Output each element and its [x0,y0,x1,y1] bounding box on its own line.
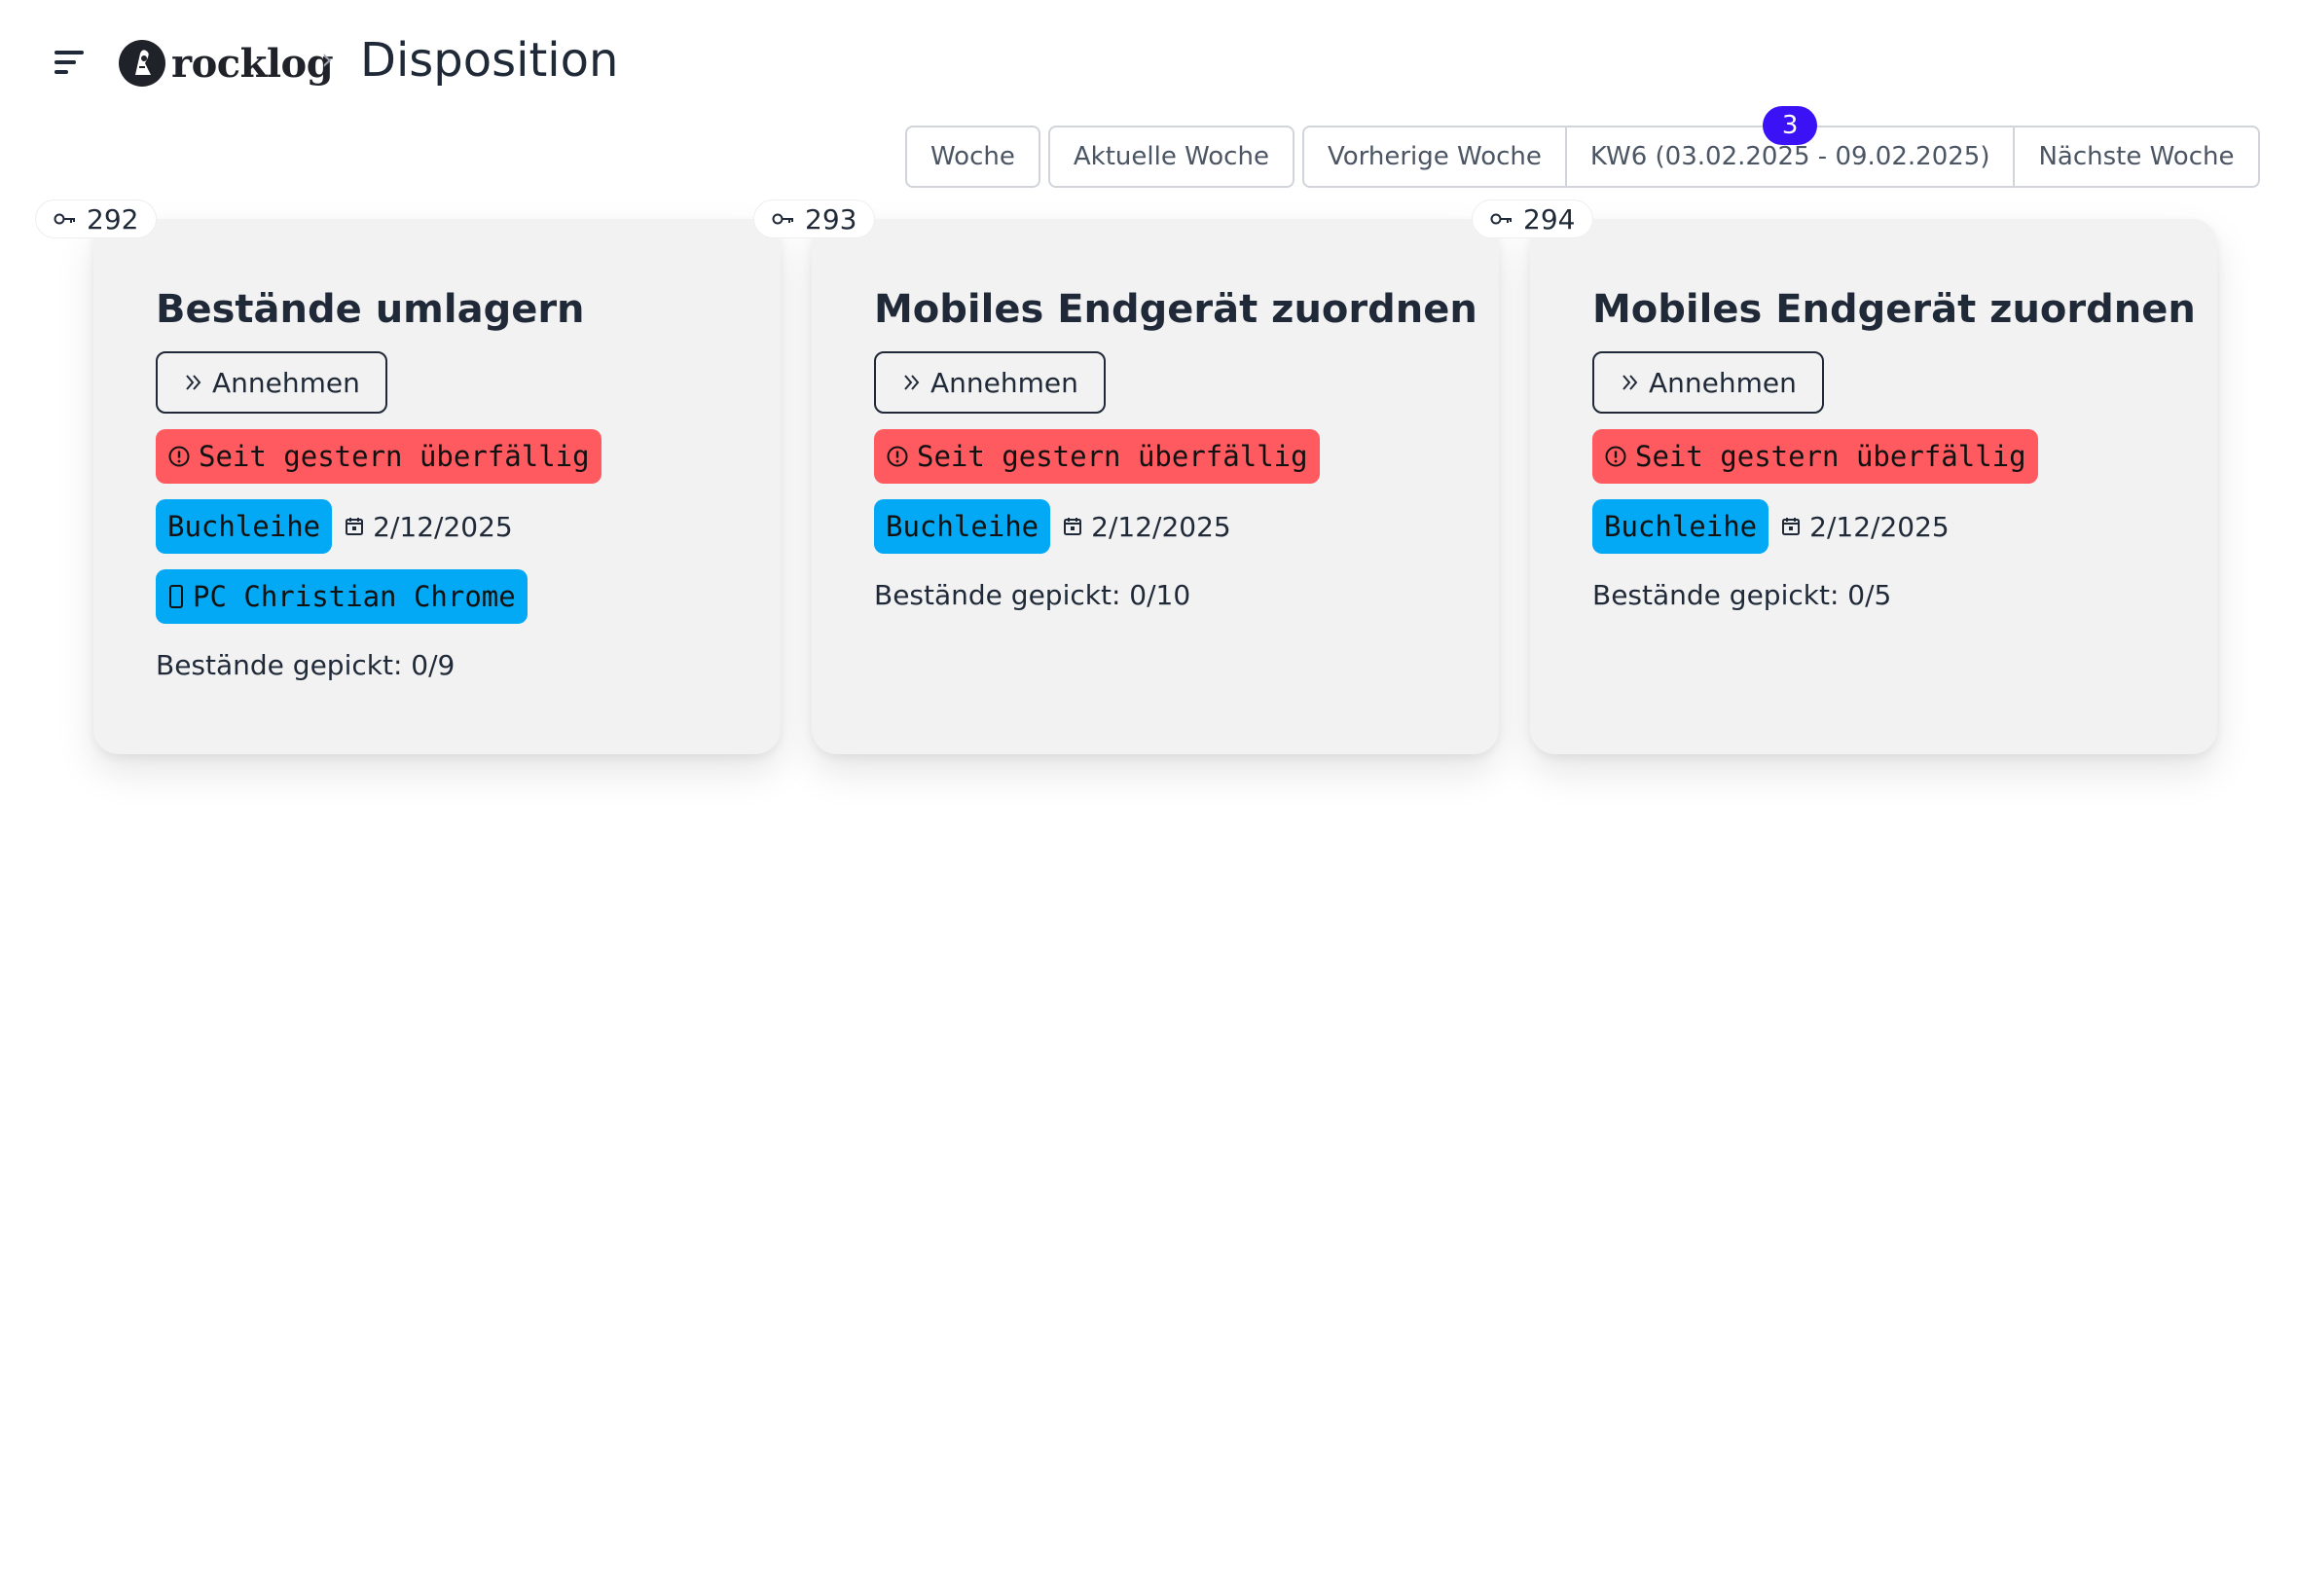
device-label: PC Christian Chrome [193,580,516,613]
task-title: Bestände umlagern [156,287,585,332]
task-id: 294 [1523,202,1576,236]
selected-week-button[interactable]: KW6 (03.02.2025 - 09.02.2025) 3 [1564,106,2016,188]
brand-name: rocklog [171,40,334,87]
alert-circle-icon [886,445,909,468]
week-toolbar: Woche Aktuelle Woche Vorherige Woche KW6… [905,106,2260,188]
task-title: Mobiles Endgerät zuordnen [1592,287,2196,332]
overdue-badge: Seit gestern überfällig [156,429,602,484]
rocklog-logo-icon [119,40,165,87]
double-chevron-right-icon [183,372,204,393]
key-icon [54,212,77,226]
task-title: Mobiles Endgerät zuordnen [874,287,1477,332]
task-id-chip: 293 [753,200,876,238]
overdue-badge: Seit gestern überfällig [1592,429,2038,484]
picked-count: Bestände gepickt: 0/9 [156,649,456,681]
due-date: 2/12/2025 [1062,511,1231,543]
current-week-button[interactable]: Aktuelle Woche [1047,126,1294,188]
double-chevron-right-icon [901,372,923,393]
picked-count: Bestände gepickt: 0/5 [1592,579,1892,611]
accept-button[interactable]: Annehmen [874,351,1106,414]
week-count-badge: 3 [1763,106,1818,145]
due-date-value: 2/12/2025 [1809,510,1950,543]
accept-button-label: Annehmen [930,366,1078,399]
picked-count: Bestände gepickt: 0/10 [874,579,1191,611]
task-id-chip: 292 [35,200,158,238]
next-week-button[interactable]: Nächste Woche [2013,126,2260,188]
accept-button-label: Annehmen [1649,366,1797,399]
page-title: Disposition [360,33,619,88]
overdue-label: Seit gestern überfällig [1635,440,2026,473]
overdue-badge: Seit gestern überfällig [874,429,1320,484]
task-id: 293 [805,202,857,236]
key-icon [772,212,795,226]
calendar-icon [1780,516,1802,537]
category-badge: Buchleihe [156,499,333,554]
previous-week-button[interactable]: Vorherige Woche [1301,126,1567,188]
accept-button-label: Annehmen [212,366,360,399]
category-badge: Buchleihe [874,499,1051,554]
key-icon [1490,212,1513,226]
calendar-icon [1062,516,1083,537]
task-card-wrapper: 294 Mobiles Endgerät zuordnen Annehmen S… [1472,200,2217,754]
breadcrumb-separator: › [321,43,333,77]
menu-icon[interactable] [51,45,86,80]
overdue-label: Seit gestern überfällig [917,440,1308,473]
due-date: 2/12/2025 [344,511,513,543]
task-card[interactable]: Mobiles Endgerät zuordnen Annehmen Seit … [812,219,1499,754]
calendar-icon [344,516,365,537]
overdue-label: Seit gestern überfällig [199,440,590,473]
due-date: 2/12/2025 [1780,511,1950,543]
brand-logo[interactable]: rocklog [119,37,334,90]
week-navigation-group: Vorherige Woche KW6 (03.02.2025 - 09.02.… [1301,106,2260,188]
mobile-device-icon [167,584,185,609]
due-date-value: 2/12/2025 [373,510,513,543]
selected-week-label: KW6 (03.02.2025 - 09.02.2025) [1589,142,1990,171]
task-id: 292 [87,202,139,236]
task-card-wrapper: 293 Mobiles Endgerät zuordnen Annehmen S… [753,200,1499,754]
task-card-wrapper: 292 Bestände umlagern Annehmen Seit gest… [35,200,781,754]
due-date-value: 2/12/2025 [1091,510,1231,543]
double-chevron-right-icon [1620,372,1641,393]
week-button[interactable]: Woche [905,126,1040,188]
device-badge: PC Christian Chrome [156,569,528,624]
accept-button[interactable]: Annehmen [1592,351,1824,414]
app-header: rocklog › Disposition [0,0,2297,127]
task-id-chip: 294 [1472,200,1594,238]
task-card[interactable]: Bestände umlagern Annehmen Seit gestern … [93,219,781,754]
category-badge: Buchleihe [1592,499,1769,554]
accept-button[interactable]: Annehmen [156,351,387,414]
alert-circle-icon [167,445,191,468]
alert-circle-icon [1604,445,1627,468]
task-card[interactable]: Mobiles Endgerät zuordnen Annehmen Seit … [1530,219,2217,754]
